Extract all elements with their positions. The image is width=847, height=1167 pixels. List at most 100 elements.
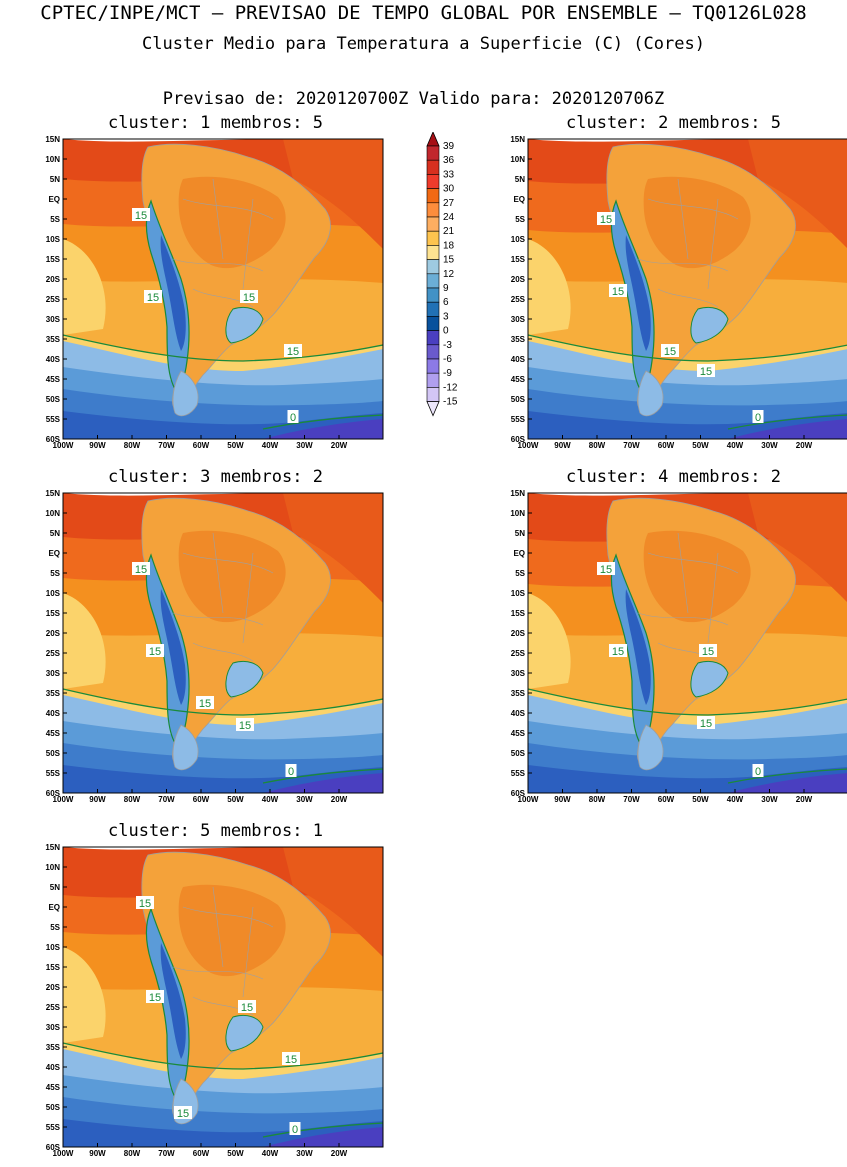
map-panel-cluster-3: cluster: 3 membros: 2 15 15 15 15 0 15N 10N 5N EQ… <box>25 467 391 813</box>
andes-coldest-zone <box>625 589 651 705</box>
lat-label: 45S <box>511 375 526 384</box>
main-title: CPTEC/INPE/MCT – PREVISAO DE TEMPO GLOBA… <box>40 2 807 24</box>
lat-label: 5S <box>515 215 525 224</box>
colorbar-segment <box>426 216 440 232</box>
contour-label-box <box>136 896 154 909</box>
lat-label: EQ <box>48 195 60 204</box>
country-border <box>212 178 224 260</box>
contour-label: 15 <box>177 1108 189 1120</box>
lat-label: 20S <box>46 629 61 638</box>
country-border <box>242 198 254 290</box>
lat-label: 45S <box>511 729 526 738</box>
colorbar-segment <box>426 372 440 388</box>
colorbar-segment <box>426 344 440 360</box>
lat-label: 25S <box>46 1003 61 1012</box>
lat-label: 10S <box>511 589 526 598</box>
contour-label-box <box>752 410 764 423</box>
lon-label: 30W <box>296 1149 313 1158</box>
lat-label: 25S <box>46 295 61 304</box>
lon-label: 80W <box>589 795 606 804</box>
map-svg: 15 15 15 15 0 15N 10N 5N EQ 5S 10S 15S 20S 25S 30S 35S 4… <box>45 135 384 450</box>
colorbar-label: 15 <box>443 255 455 266</box>
colorbar-segment <box>426 273 440 289</box>
lon-label: 40W <box>727 795 744 804</box>
lat-label: 15S <box>511 609 526 618</box>
colorbar-label: 21 <box>443 226 455 237</box>
lon-label: 40W <box>727 441 744 450</box>
lat-label: 5S <box>50 215 60 224</box>
lon-label: 100W <box>53 795 74 804</box>
patagonia-shape <box>637 724 664 771</box>
lat-label: 60S <box>46 1143 61 1152</box>
lon-label: 20W <box>796 795 813 804</box>
lon-label: 70W <box>158 441 175 450</box>
lon-label: 50W <box>227 1149 244 1158</box>
country-border <box>707 552 719 644</box>
patagonia-shape <box>172 724 199 771</box>
lon-label: 20W <box>331 1149 348 1158</box>
contour-label: 0 <box>292 1124 298 1136</box>
map-frame <box>62 138 384 440</box>
coastal-cool-zone <box>690 306 729 344</box>
lon-label: 90W <box>554 795 571 804</box>
contour-label-box <box>609 644 627 657</box>
lon-label: 90W <box>89 1149 106 1158</box>
lat-label: 15N <box>45 489 60 498</box>
temperature-band <box>63 947 106 1043</box>
colorbar-label: -6 <box>443 354 452 365</box>
colorbar-segment <box>426 316 440 331</box>
colorbar-segment <box>426 145 440 161</box>
colorbar-segment <box>426 245 440 260</box>
lat-label: 35S <box>46 335 61 344</box>
lon-label: 70W <box>158 795 175 804</box>
contour-label: 15 <box>199 698 211 710</box>
contour-label: 0 <box>755 766 761 778</box>
colorbar-segment <box>426 230 440 246</box>
temperature-band <box>283 139 383 249</box>
country-border <box>242 906 254 998</box>
lon-label: 80W <box>589 441 606 450</box>
lat-label: 50S <box>511 395 526 404</box>
panel-title: cluster: 2 membros: 5 <box>566 113 781 133</box>
country-border <box>637 612 729 626</box>
map-svg: 15 15 15 15 15 0 15N 10N 5N EQ 5S 10S 15S 20S 25S 30S 35… <box>45 843 384 1158</box>
lon-label: 50W <box>692 795 709 804</box>
colorbar-label: 24 <box>443 212 455 223</box>
lat-label: 35S <box>46 1043 61 1052</box>
contour-label: 15 <box>612 646 624 658</box>
lat-label: 10N <box>45 863 60 872</box>
lat-label: 10N <box>510 509 525 518</box>
country-border <box>212 532 224 614</box>
colorbar-segment <box>426 202 440 218</box>
contour-label: 15 <box>243 292 255 304</box>
contour-line-0 <box>262 1122 383 1138</box>
map-svg: 15 15 15 15 0 15N 10N 5N EQ 5S 10S 15S 20S 25S 30S 35S 4… <box>510 135 847 450</box>
lat-label: 5N <box>515 529 525 538</box>
temperature-band <box>728 773 847 793</box>
lon-label: 90W <box>89 441 106 450</box>
lon-label: 40W <box>262 1149 279 1158</box>
contour-label-box <box>752 764 764 777</box>
country-border <box>707 198 719 290</box>
coastal-cool-zone <box>690 660 729 698</box>
contour-line-15 <box>528 688 847 716</box>
contour-label: 15 <box>600 214 612 226</box>
colorbar-label: -9 <box>443 368 452 379</box>
contour-label-box <box>597 212 615 225</box>
lat-label: 25S <box>511 649 526 658</box>
lat-label: 55S <box>46 415 61 424</box>
country-border <box>677 178 689 260</box>
lat-label: 5N <box>50 529 60 538</box>
country-border <box>647 198 739 220</box>
panel-title: cluster: 3 membros: 2 <box>108 467 323 487</box>
panel-title: cluster: 5 membros: 1 <box>108 821 323 841</box>
temperature-band <box>63 239 106 335</box>
interior-warm-zone <box>178 176 286 269</box>
lon-label: 70W <box>623 441 640 450</box>
lat-label: 5S <box>515 569 525 578</box>
lat-label: 5S <box>50 923 60 932</box>
contour-label-box <box>146 644 164 657</box>
lat-label: 15N <box>45 843 60 852</box>
lon-label: 80W <box>124 795 141 804</box>
panel-title: cluster: 4 membros: 2 <box>566 467 781 487</box>
